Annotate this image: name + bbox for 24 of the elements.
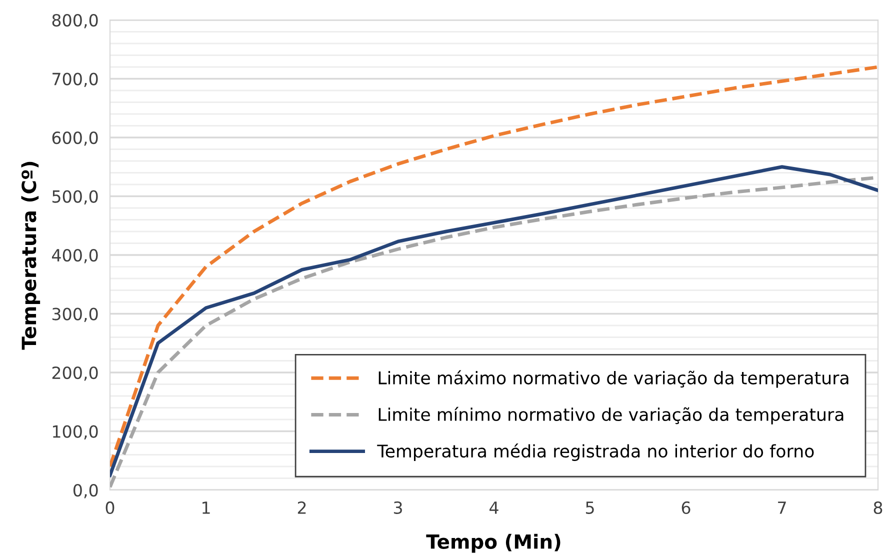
line-series xyxy=(110,65,878,468)
y-tick-label: 200,0 xyxy=(52,366,98,381)
x-axis-title: Tempo (Min) xyxy=(426,534,560,553)
x-tick-label: 3 xyxy=(394,501,402,514)
y-tick-label: 500,0 xyxy=(52,190,98,205)
y-tick-label: 300,0 xyxy=(52,308,98,322)
legend-label: Limite mínimo normativo de variação da temperatura xyxy=(378,406,844,424)
y-tick-label: 100,0 xyxy=(53,425,98,440)
y-tick-label: 700,0 xyxy=(52,72,98,88)
x-tick-label: 7 xyxy=(778,502,786,514)
y-tick-label: 800,0 xyxy=(52,14,98,28)
y-tick-label: 0,0 xyxy=(73,484,98,498)
legend-label: Temperatura média registrada no interior do forno xyxy=(377,444,814,461)
x-tick-label: 1 xyxy=(202,502,210,514)
x-tick-label: 8 xyxy=(874,501,882,514)
x-tick-label: 2 xyxy=(298,501,306,514)
x-tick-label: 6 xyxy=(682,501,690,514)
legend-label: Limite máximo normativo de variação da temperatura xyxy=(378,370,848,388)
y-tick-label: 600,0 xyxy=(52,131,98,146)
y-axis-title: Temperatura (Cº) xyxy=(21,162,40,350)
y-tick-label: 400,0 xyxy=(52,248,98,264)
x-tick-label: 0 xyxy=(106,501,114,514)
x-tick-label: 4 xyxy=(490,502,498,514)
x-tick-label: 5 xyxy=(586,502,594,514)
